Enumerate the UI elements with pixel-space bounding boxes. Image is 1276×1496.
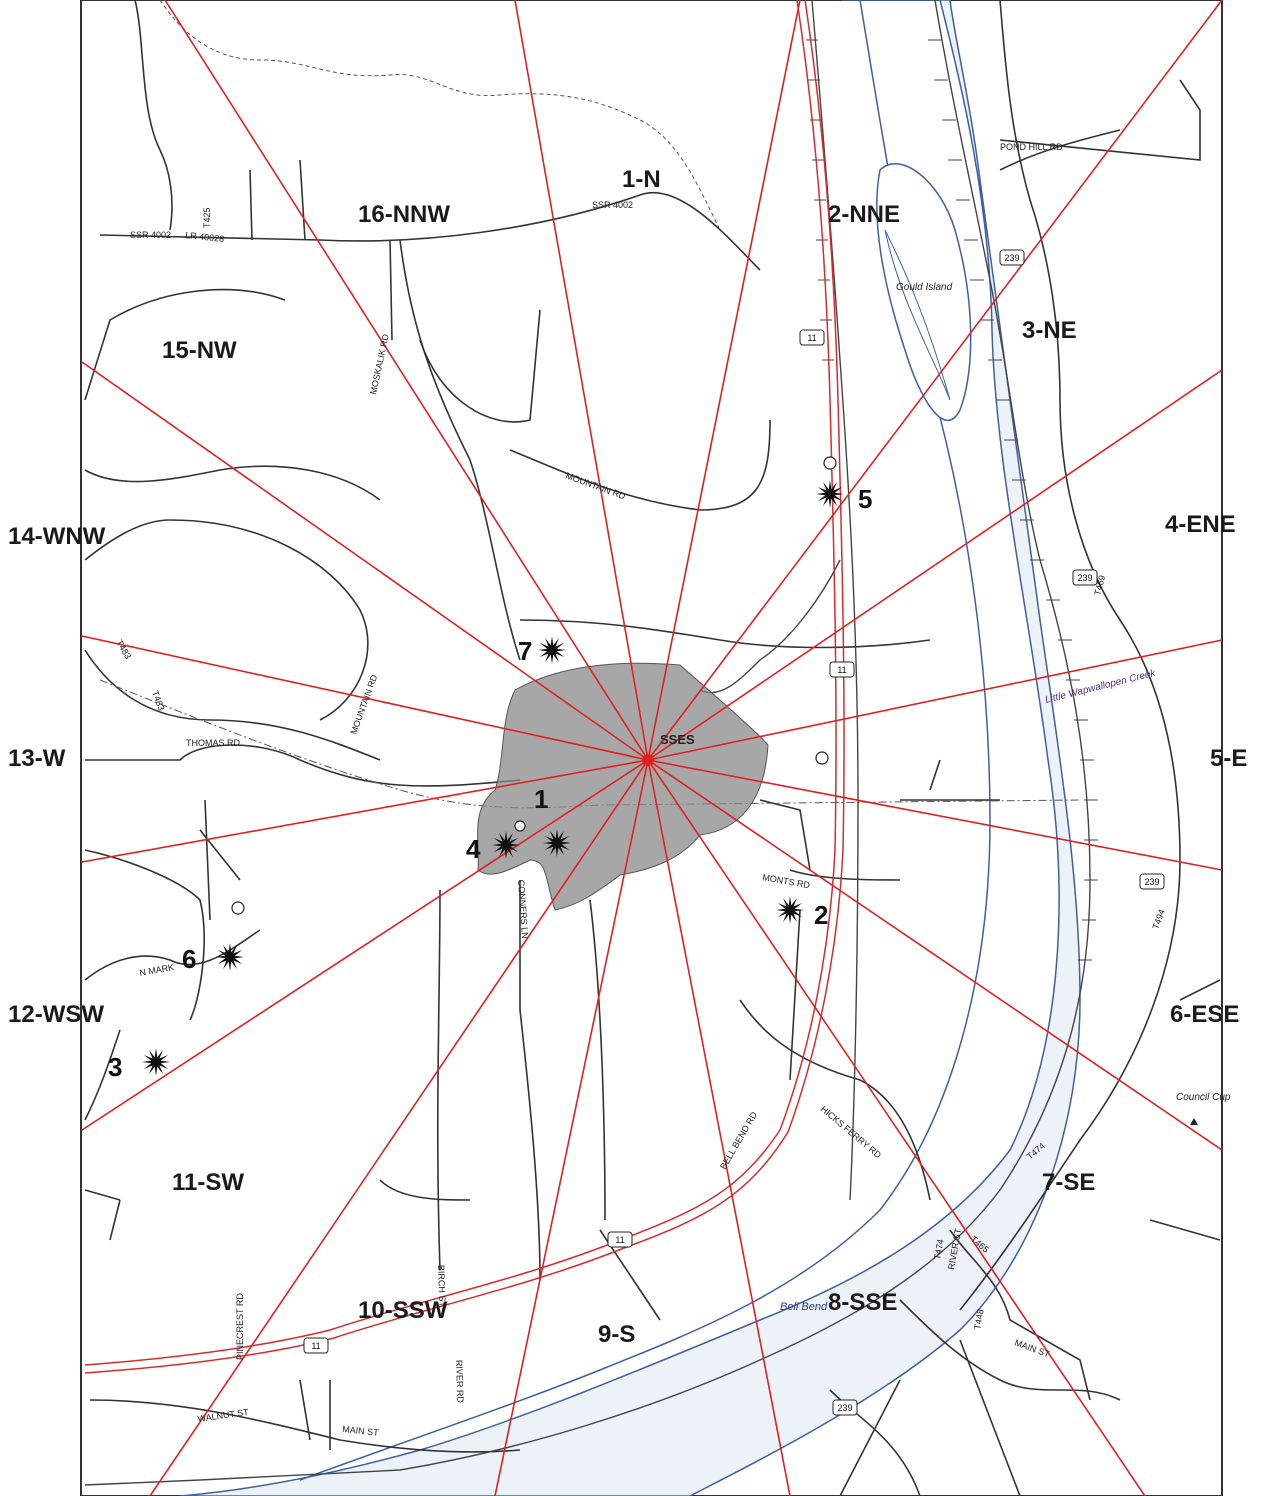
sector-label-ese: 6-ESE [1170, 1001, 1239, 1028]
route-shield-icon: 239 [832, 1399, 858, 1416]
marker-label-2: 2 [814, 900, 828, 930]
sector-boundary-line [81, 759, 649, 863]
sector-label-nw: 15-NW [162, 337, 237, 364]
route-shield-icon: 239 [999, 249, 1025, 266]
route-shield-icon: 239 [1139, 873, 1165, 890]
site-area [477, 662, 769, 911]
sector-boundary-line [514, 0, 649, 761]
road-label: T425 [202, 207, 212, 228]
sector-label-wnw: 14-WNW [8, 523, 106, 550]
route-shield-number: 239 [1144, 877, 1159, 887]
route-shield-number: 239 [1077, 573, 1092, 583]
sector-label-s: 9-S [598, 1321, 635, 1348]
sector-boundary-line [81, 759, 649, 1131]
route-shield-number: 11 [615, 1235, 624, 1245]
road-label: POND HILL RD [1000, 142, 1063, 152]
route-shield-number: 11 [837, 665, 846, 675]
township-boundary [159, 0, 721, 231]
sector-label-nne: 2-NNE [828, 201, 900, 228]
route-shield-number: 239 [837, 1403, 852, 1413]
council-cup-label: Council Cup [1176, 1092, 1231, 1103]
monitor-icon [815, 751, 829, 765]
sector-boundary-line [494, 759, 649, 1496]
marker-label-3: 3 [108, 1052, 122, 1082]
road-label: SSR 4002 [130, 230, 171, 240]
star-marker-icon [543, 829, 571, 857]
road-label: RIVER RD [454, 1360, 466, 1404]
star-marker-icon [492, 831, 520, 859]
sector-label-n: 1-N [622, 166, 661, 193]
star-marker-icon [538, 636, 566, 664]
road-label: LR 40028 [185, 230, 225, 244]
bell-bend-label: Bell Bend [780, 1301, 828, 1313]
sector-boundary-line [647, 759, 1223, 871]
sector-label-w: 13-W [8, 745, 66, 772]
sector-boundary-line [647, 369, 1223, 761]
road-label: MAIN ST [342, 1424, 380, 1438]
route-shield-number: 11 [311, 1341, 320, 1351]
highway-11 [84, 0, 845, 1374]
sampling-markers [142, 480, 844, 1076]
sector-boundary-line [647, 639, 1223, 761]
sector-boundary-line [81, 361, 649, 761]
sector-boundary-line [647, 0, 1223, 761]
gould-island-inner [884, 229, 951, 401]
summit-icon [1190, 1118, 1198, 1125]
route-shield-icon: 11 [607, 1231, 633, 1248]
gould-island [876, 163, 972, 422]
monitor-icon [231, 901, 245, 915]
route-shield-icon: 239 [1072, 569, 1098, 586]
marker-label-5: 5 [858, 484, 872, 514]
road-label: SSR 4002 [592, 200, 633, 210]
road-label: T448 [972, 1308, 985, 1330]
sector-label-sse: 8-SSE [828, 1289, 897, 1316]
route-shield-number: 11 [807, 333, 816, 343]
site-center [642, 754, 654, 766]
sector-boundary-line [149, 759, 649, 1496]
marker-label-4: 4 [466, 834, 481, 864]
road-label: PINECREST RD [235, 1293, 245, 1360]
route-shield-icon: 11 [303, 1337, 329, 1354]
sector-boundary-line [647, 759, 1146, 1496]
monitor-icon [514, 820, 526, 832]
marker-label-1: 1 [534, 784, 548, 814]
sector-boundary-line [647, 0, 801, 761]
star-marker-icon [816, 480, 844, 508]
monitor-symbols [231, 456, 837, 915]
sector-label-se: 7-SE [1042, 1169, 1095, 1196]
site-label: SSES [660, 732, 695, 747]
sector-label-nnw: 16-NNW [358, 201, 450, 228]
road-network [84, 0, 1221, 1496]
sector-boundary-line [647, 759, 1223, 1151]
monitor-icon [823, 456, 837, 470]
sector-boundary-line [81, 635, 649, 761]
sector-boundary-line [647, 759, 791, 1496]
star-marker-icon [142, 1048, 170, 1076]
island-label: Gould Island [896, 282, 953, 293]
star-marker-icon [776, 896, 804, 924]
marker-label-6: 6 [182, 944, 196, 974]
route-shield-icon: 11 [799, 329, 825, 346]
road-label: CONNERS LN [516, 879, 530, 939]
sector-label-sw: 11-SW [172, 1169, 244, 1196]
star-marker-icon [216, 943, 244, 971]
road-label: BIRCH ST [436, 1265, 447, 1308]
sector-label-wsw: 12-WSW [8, 1001, 104, 1028]
sector-label-ssw: 10-SSW [358, 1297, 448, 1324]
road-label: T474 [932, 1238, 945, 1260]
railways [84, 0, 1091, 1486]
road-label: THOMAS RD [186, 738, 241, 748]
sector-label-ne: 3-NE [1022, 317, 1077, 344]
sector-lines [81, 0, 1223, 1496]
sector-label-ene: 4-ENE [1165, 511, 1236, 538]
route-shield-number: 239 [1004, 253, 1019, 263]
route-shields: 239 11 11 239 239 11 11 239 [303, 249, 1165, 1416]
marker-label-7: 7 [518, 636, 532, 666]
sector-boundary-line [164, 0, 649, 761]
route-shield-icon: 11 [829, 661, 855, 678]
sector-label-e: 5-E [1210, 745, 1247, 772]
